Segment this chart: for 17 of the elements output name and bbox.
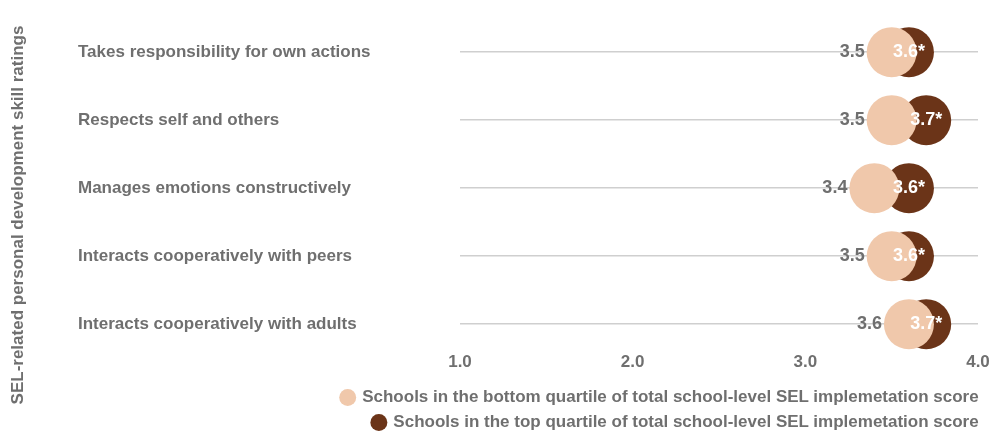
x-tick-label: 4.0 xyxy=(966,352,990,372)
data-label: 3.6 xyxy=(856,313,882,334)
data-label: 3.5 xyxy=(839,109,865,130)
y-tick-label: Interacts cooperatively with peers xyxy=(78,245,352,265)
x-tick-label: 2.0 xyxy=(620,352,645,372)
data-label: 3.5 xyxy=(839,245,865,266)
y-tick-label: Manages emotions constructively xyxy=(78,177,352,197)
y-axis-title: SEL-related personal development skill ratings xyxy=(7,25,27,405)
y-tick-label: Respects self and others xyxy=(78,109,280,129)
legend-label: Schools in the bottom quartile of total school-level SEL implemetation score xyxy=(362,387,979,407)
x-tick-label: 3.0 xyxy=(793,352,818,372)
y-tick-label: Takes responsibility for own actions xyxy=(78,41,371,61)
y-tick-label: Interacts cooperatively with adults xyxy=(78,313,357,333)
x-tick-label: 1.0 xyxy=(448,352,472,372)
data-label: 3.4 xyxy=(822,177,848,198)
data-label: 3.5 xyxy=(839,41,865,62)
legend-label: Schools in the top quartile of total school-level SEL implemetation score xyxy=(393,412,979,432)
